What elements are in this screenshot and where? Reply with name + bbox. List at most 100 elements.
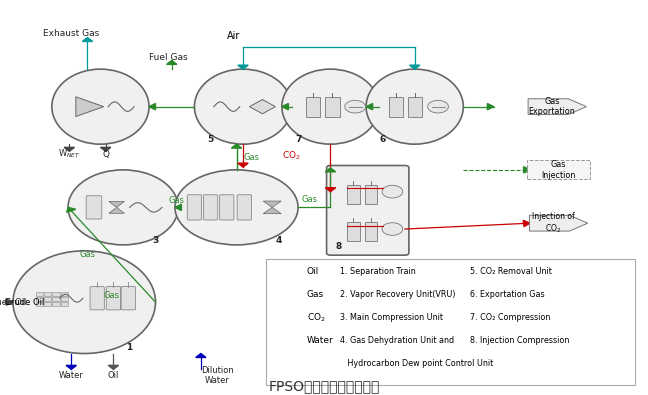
Ellipse shape — [175, 170, 298, 245]
Text: Gas: Gas — [80, 250, 95, 259]
Text: 1: 1 — [126, 343, 133, 352]
FancyBboxPatch shape — [106, 287, 121, 310]
Text: 3: 3 — [152, 236, 159, 245]
Polygon shape — [64, 147, 75, 151]
Polygon shape — [366, 103, 373, 110]
Bar — [61, 302, 68, 306]
Polygon shape — [231, 144, 242, 148]
Text: Q: Q — [102, 150, 109, 158]
Bar — [364, 222, 377, 241]
Text: CO$_2$: CO$_2$ — [283, 150, 301, 162]
Text: Fuel Gas: Fuel Gas — [149, 53, 188, 62]
Polygon shape — [167, 60, 177, 64]
Polygon shape — [175, 204, 181, 211]
Text: Crude Oil: Crude Oil — [0, 298, 27, 307]
Bar — [52, 302, 60, 306]
Polygon shape — [76, 97, 104, 117]
Text: CO$_2$: CO$_2$ — [307, 311, 325, 324]
Polygon shape — [325, 168, 336, 172]
Bar — [52, 297, 60, 301]
Polygon shape — [263, 201, 281, 207]
Text: 5. CO₂ Removal Unit: 5. CO₂ Removal Unit — [470, 267, 551, 276]
Bar — [325, 97, 340, 117]
Polygon shape — [249, 100, 275, 114]
Polygon shape — [6, 299, 13, 305]
FancyBboxPatch shape — [237, 195, 251, 220]
Ellipse shape — [194, 69, 292, 144]
Text: 1. Separation Train: 1. Separation Train — [340, 267, 416, 276]
FancyBboxPatch shape — [187, 195, 202, 220]
Text: 7. CO₂ Compression: 7. CO₂ Compression — [470, 313, 550, 322]
Text: Oil: Oil — [108, 371, 119, 380]
Text: 3. Main Compression Unit: 3. Main Compression Unit — [340, 313, 443, 322]
Text: W$_{NET}$: W$_{NET}$ — [58, 148, 80, 160]
Polygon shape — [325, 188, 336, 192]
Bar — [36, 297, 43, 301]
Text: 6. Exportation Gas: 6. Exportation Gas — [470, 290, 544, 299]
Text: 6: 6 — [379, 135, 386, 144]
Polygon shape — [529, 215, 588, 231]
Polygon shape — [238, 65, 248, 69]
Text: Crude Oil: Crude Oil — [5, 298, 45, 307]
Text: Gas
Exportation: Gas Exportation — [529, 97, 575, 117]
Bar — [364, 184, 377, 203]
Text: Gas: Gas — [104, 291, 120, 299]
Bar — [36, 302, 43, 306]
Polygon shape — [295, 337, 301, 344]
Polygon shape — [295, 269, 301, 275]
Polygon shape — [295, 314, 301, 321]
FancyBboxPatch shape — [203, 195, 218, 220]
Text: Oil: Oil — [307, 267, 319, 276]
Text: Gas: Gas — [307, 290, 323, 299]
FancyBboxPatch shape — [327, 166, 409, 255]
Text: Exhaust Gas: Exhaust Gas — [43, 29, 99, 38]
FancyBboxPatch shape — [86, 196, 102, 219]
Bar — [44, 297, 51, 301]
Text: Gas: Gas — [168, 196, 185, 205]
Text: 7: 7 — [295, 135, 301, 144]
Ellipse shape — [13, 251, 156, 354]
Text: 4. Gas Dehydration Unit and: 4. Gas Dehydration Unit and — [340, 336, 454, 345]
FancyBboxPatch shape — [220, 195, 234, 220]
Polygon shape — [149, 103, 156, 110]
Polygon shape — [109, 207, 124, 213]
Polygon shape — [524, 167, 530, 173]
Text: Gas: Gas — [301, 195, 318, 204]
Bar — [52, 292, 60, 296]
Circle shape — [345, 100, 365, 113]
Text: Water: Water — [59, 371, 84, 380]
Polygon shape — [67, 207, 76, 213]
Text: 8. Injection Compression: 8. Injection Compression — [470, 336, 569, 345]
Text: Hydrocarbon Dew point Control Unit: Hydrocarbon Dew point Control Unit — [340, 359, 493, 368]
Text: 5: 5 — [207, 135, 214, 144]
Polygon shape — [109, 201, 124, 207]
Polygon shape — [66, 365, 76, 369]
FancyBboxPatch shape — [527, 160, 590, 179]
Polygon shape — [263, 207, 281, 214]
Polygon shape — [410, 65, 420, 69]
Text: Gas
Injection: Gas Injection — [541, 160, 576, 180]
FancyBboxPatch shape — [90, 287, 104, 310]
Polygon shape — [196, 354, 206, 357]
Bar — [306, 97, 320, 117]
Polygon shape — [100, 147, 111, 151]
Bar — [36, 292, 43, 296]
Circle shape — [382, 185, 403, 198]
Text: FPSO内の原油の精製工程: FPSO内の原油の精製工程 — [268, 379, 380, 393]
Bar — [61, 297, 68, 301]
Polygon shape — [282, 103, 288, 110]
Text: 2. Vapor Recovery Unit(VRU): 2. Vapor Recovery Unit(VRU) — [340, 290, 456, 299]
Text: Injection of
CO$_2$: Injection of CO$_2$ — [532, 212, 575, 235]
FancyBboxPatch shape — [266, 259, 635, 385]
Text: Air: Air — [227, 32, 240, 41]
Text: Gas: Gas — [243, 152, 259, 162]
Circle shape — [428, 100, 448, 113]
Bar — [389, 97, 403, 117]
Bar — [408, 97, 422, 117]
Polygon shape — [108, 365, 119, 369]
Ellipse shape — [68, 170, 178, 245]
Text: Dilution
Water: Dilution Water — [201, 365, 233, 385]
Text: Water: Water — [307, 336, 333, 345]
Polygon shape — [523, 220, 530, 227]
Bar — [347, 222, 360, 241]
